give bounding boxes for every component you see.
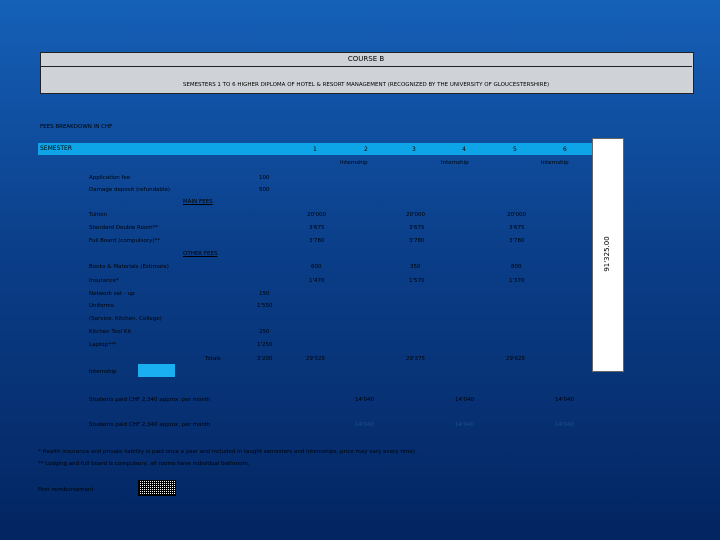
internship-pay-label-1: Students paid CHF 2,340 approx. per mont… — [89, 397, 211, 403]
other-fees-heading: OTHER FEES — [183, 251, 218, 257]
semester-6: 6 — [563, 146, 567, 153]
toolkit-label: Kitchen Tool Kit — [89, 329, 132, 335]
internship-pay-s2: 14'040 — [355, 397, 375, 403]
internship-label: Internship — [89, 369, 117, 375]
room-s3: 3'675 — [409, 225, 425, 231]
internship-pay-label-2: Students paid CHF 2,340 approx. per mont… — [89, 422, 211, 428]
course-header-box — [40, 52, 694, 94]
room-label: Standard Double Room** — [89, 225, 159, 231]
semester-bar-end — [574, 143, 593, 155]
grand-total-value: 91'325.00 — [603, 236, 611, 272]
insurance-s5: 1'370 — [509, 278, 525, 284]
damage-deposit-label: Damage deposit (refundable) — [89, 187, 170, 193]
toolkit-value: 250 — [259, 329, 270, 335]
uniforms-detail: (Service, Kitchen, College) — [89, 316, 162, 322]
course-subtitle: SEMESTERS 1 TO 6 HIGHER DIPLOMA OF HOTEL… — [182, 82, 550, 88]
tuition-s1: 20'000 — [307, 212, 327, 218]
fees-breakdown-label: FEES BREAKDOWN IN CHF — [40, 124, 113, 130]
internship-header-1: Internship — [340, 160, 368, 166]
uniforms-label: Uniforms — [89, 303, 114, 309]
internship-pay2-s6: 14'040 — [555, 422, 575, 428]
totals-s5: 29'625 — [506, 356, 526, 362]
books-s5: 800 — [511, 264, 522, 270]
internship-header-2: Internship — [441, 160, 469, 166]
note-insurance: * Health insurance and private liability… — [38, 449, 417, 455]
semester-label: SEMESTER — [40, 145, 73, 152]
tuition-s5: 20'000 — [507, 212, 527, 218]
laptop-label: Laptop*** — [89, 342, 117, 348]
books-s1: 600 — [311, 264, 322, 270]
first-reimbursement-label: First reimbursement — [38, 487, 94, 493]
network-value: 150 — [259, 291, 270, 297]
insurance-s1: 1'470 — [309, 278, 325, 284]
totals-first: 3'200 — [257, 356, 273, 362]
board-s1: 3'780 — [309, 238, 325, 244]
main-fees-heading: MAIN FEES — [183, 199, 213, 205]
internship-pay-s4: 14'040 — [455, 397, 475, 403]
tuition-label: Tuition — [89, 212, 108, 218]
room-s5: 3'675 — [509, 225, 525, 231]
internship-header-3: Internship — [541, 160, 569, 166]
semester-1: 1 — [313, 146, 317, 153]
uniforms-value: 1'550 — [257, 303, 273, 309]
internship-pay2-s2: 14'040 — [355, 422, 375, 428]
board-s5: 3'780 — [509, 238, 525, 244]
laptop-value: 1'250 — [257, 342, 273, 348]
grand-total-panel — [592, 138, 624, 372]
room-s1: 3'675 — [309, 225, 325, 231]
board-s3: 3'780 — [409, 238, 425, 244]
totals-s3: 29'375 — [406, 356, 426, 362]
semester-4: 4 — [462, 146, 466, 153]
application-fee-label: Application fee — [89, 175, 131, 181]
tuition-s3: 20'000 — [406, 212, 426, 218]
semester-2: 2 — [364, 146, 368, 153]
totals-s1: 29'525 — [306, 356, 326, 362]
insurance-label: Insurance* — [89, 278, 119, 284]
internship-marker — [138, 364, 175, 377]
application-fee-value: 100 — [259, 175, 270, 181]
note-lodging: ** Lodging and full board is compulsory,… — [38, 461, 250, 467]
course-title: COURSE B — [40, 52, 692, 67]
first-reimbursement-swatch — [138, 480, 176, 496]
board-label: Full Board (compulsory)** — [89, 238, 160, 244]
damage-deposit-value: 500 — [259, 187, 270, 193]
internship-pay-s6: 14'040 — [555, 397, 575, 403]
totals-label: Totals — [205, 356, 221, 362]
books-label: Books & Materials (Estimate) — [89, 264, 169, 270]
semester-5: 5 — [513, 146, 517, 153]
insurance-s3: 1'570 — [409, 278, 425, 284]
network-label: Network set - up — [89, 291, 135, 297]
internship-pay2-s4: 14'040 — [455, 422, 475, 428]
semester-bar — [38, 143, 593, 155]
books-s3: 350 — [410, 264, 421, 270]
semester-3: 3 — [412, 146, 416, 153]
